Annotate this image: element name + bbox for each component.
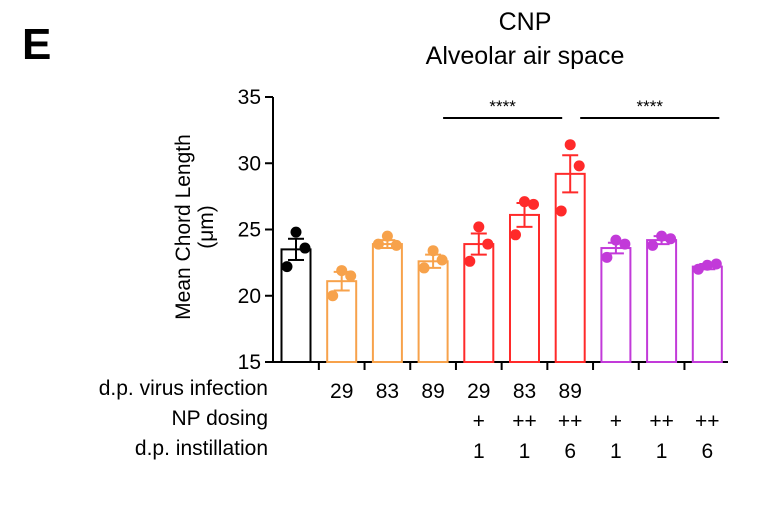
row-label-instillation: d.p. instillation [134, 437, 268, 460]
data-point [345, 270, 357, 282]
data-point [564, 139, 576, 151]
group-label-np: ++ [512, 410, 537, 433]
data-point [519, 196, 530, 208]
data-point [555, 205, 567, 217]
group-label-virus: 89 [421, 380, 444, 403]
bar [691, 265, 723, 364]
group-label-np: ++ [695, 410, 720, 433]
significance-label: **** [489, 97, 516, 116]
data-point [528, 198, 539, 210]
data-point [299, 242, 311, 254]
chart-subtitle: Alveolar air space [425, 42, 625, 70]
data-point [665, 233, 677, 245]
chart-title: CNP [498, 8, 552, 36]
data-point [418, 262, 430, 274]
y-tick-label: 30 [238, 152, 261, 175]
data-point [427, 245, 439, 257]
y-tick-label: 25 [238, 219, 261, 242]
data-point [390, 239, 402, 251]
data-point [510, 229, 521, 241]
group-label-virus: 29 [330, 380, 353, 403]
y-axis-label: Mean Chord Length [172, 134, 195, 320]
data-point [436, 254, 448, 266]
bar [417, 260, 449, 363]
data-point [464, 255, 476, 267]
data-point [619, 238, 631, 250]
group-label-np: + [473, 410, 485, 433]
group-label-inst: 1 [519, 440, 531, 463]
group-label-virus: 83 [376, 380, 399, 403]
data-point [327, 290, 339, 302]
group-label-inst: 1 [610, 440, 622, 463]
group-label-virus: 29 [467, 380, 490, 403]
data-point [473, 221, 485, 233]
y-tick-label: 15 [238, 351, 261, 374]
data-point [573, 160, 585, 172]
data-point [656, 230, 668, 242]
data-point [372, 238, 384, 250]
data-point [290, 226, 302, 238]
bar [600, 247, 632, 363]
bar [371, 243, 403, 363]
data-point [601, 251, 613, 263]
significance-label: **** [637, 97, 664, 116]
y-tick-label: 35 [238, 86, 261, 109]
y-tick-label: 20 [238, 285, 261, 308]
bar [646, 239, 678, 364]
group-label-np: + [610, 410, 622, 433]
data-point [701, 259, 713, 271]
group-label-np: ++ [558, 410, 583, 433]
group-label-np: ++ [649, 410, 674, 433]
group-label-inst: 6 [564, 440, 576, 463]
y-axis-unit: (μm) [195, 205, 218, 249]
group-label-inst: 1 [656, 440, 668, 463]
data-point [710, 258, 722, 270]
group-label-inst: 6 [701, 440, 713, 463]
data-point [647, 239, 659, 251]
row-label-virus-infection: d.p. virus infection [98, 377, 268, 400]
data-point [281, 261, 293, 273]
data-point [381, 230, 393, 242]
data-point [336, 265, 348, 277]
bar [554, 172, 586, 363]
panel-label: E [22, 20, 52, 69]
group-label-virus: 83 [513, 380, 536, 403]
group-label-inst: 1 [473, 440, 485, 463]
data-point [482, 238, 494, 250]
group-label-virus: 89 [559, 380, 582, 403]
row-label-np-dosing: NP dosing [171, 407, 268, 430]
data-point [692, 263, 704, 275]
data-point [610, 234, 622, 246]
